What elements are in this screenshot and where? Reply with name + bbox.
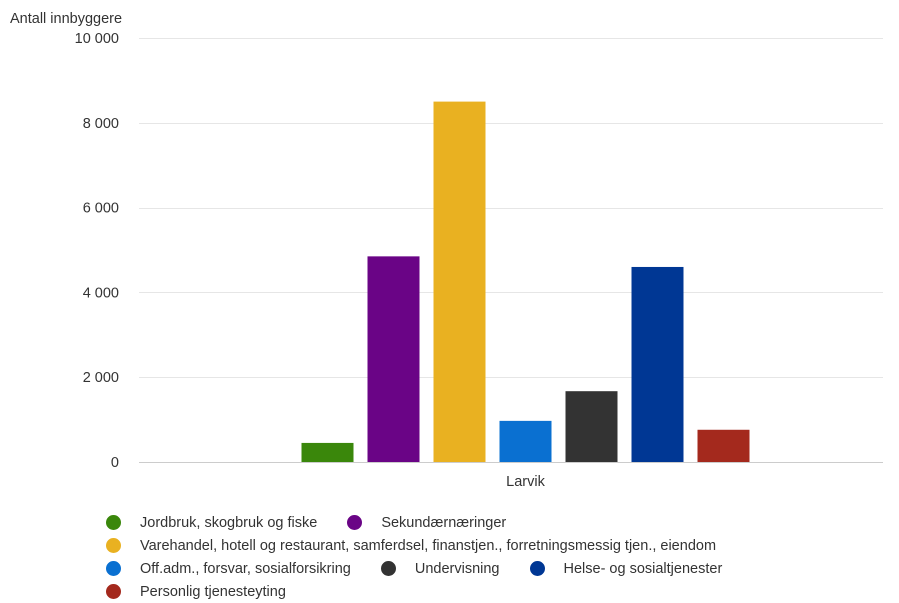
bar[interactable] bbox=[499, 420, 552, 462]
legend-label: Helse- og sosialtjenester bbox=[563, 560, 723, 577]
legend-marker-icon bbox=[380, 561, 396, 576]
legend-row: Varehandel, hotell og restaurant, samfer… bbox=[106, 534, 886, 557]
y-tick-label: 8 000 bbox=[83, 116, 119, 132]
legend-item[interactable]: Off.adm., forsvar, sosialforsikring bbox=[106, 561, 351, 577]
legend-item[interactable]: Undervisning bbox=[380, 560, 500, 577]
legend-marker-icon bbox=[106, 538, 121, 553]
legend-label: Personlig tjenesteyting bbox=[140, 583, 286, 600]
legend: Jordbruk, skogbruk og fiske Sekundærnærin… bbox=[106, 511, 886, 603]
bar[interactable] bbox=[697, 429, 750, 462]
legend-item[interactable]: Varehandel, hotell og restaurant, samfer… bbox=[106, 538, 716, 554]
legend-row: Jordbruk, skogbruk og fiske Sekundærnærin… bbox=[106, 511, 886, 534]
y-axis-ticks: 0 2 000 4 000 6 000 8 000 10 000 bbox=[75, 31, 119, 471]
y-tick-label: 6 000 bbox=[83, 201, 119, 217]
legend-marker-icon bbox=[347, 515, 363, 530]
y-tick-label: 0 bbox=[111, 455, 119, 471]
bar[interactable] bbox=[301, 442, 354, 462]
legend-label: Varehandel, hotell og restaurant, samfer… bbox=[140, 537, 717, 554]
y-tick-label: 4 000 bbox=[83, 285, 119, 301]
legend-label: Sekundærnæringer bbox=[381, 514, 507, 531]
bars bbox=[301, 101, 750, 462]
legend-label: Off.adm., forsvar, sosialforsikring bbox=[140, 560, 351, 577]
y-axis-label: Antall innbyggere bbox=[10, 11, 122, 27]
legend-marker-icon bbox=[529, 561, 545, 576]
legend-item[interactable]: Helse- og sosialtjenester bbox=[529, 560, 723, 577]
x-axis: Larvik bbox=[139, 462, 883, 490]
x-tick-label: Larvik bbox=[506, 474, 545, 490]
legend-item[interactable]: Jordbruk, skogbruk og fiske bbox=[106, 515, 317, 531]
legend-marker-icon bbox=[106, 561, 121, 576]
legend-row: Personlig tjenesteyting bbox=[106, 580, 886, 603]
legend-label: Jordbruk, skogbruk og fiske bbox=[140, 514, 318, 531]
legend-marker-icon bbox=[106, 515, 121, 530]
bar[interactable] bbox=[631, 266, 684, 462]
bar[interactable] bbox=[367, 256, 420, 462]
bar-chart: Antall innbyggere 0 2 000 4 000 6 000 8 000 1… bbox=[10, 11, 883, 490]
y-tick-label: 2 000 bbox=[83, 370, 119, 386]
legend-row: Off.adm., forsvar, sosialforsikring Under… bbox=[106, 557, 886, 580]
bar[interactable] bbox=[565, 391, 618, 462]
bar[interactable] bbox=[433, 101, 486, 462]
legend-label: Undervisning bbox=[414, 560, 500, 577]
legend-marker-icon bbox=[106, 584, 121, 599]
y-tick-label: 10 000 bbox=[75, 31, 119, 47]
legend-item[interactable]: Sekundærnæringer bbox=[347, 515, 506, 531]
legend-item[interactable]: Personlig tjenesteyting bbox=[106, 584, 286, 600]
grid-lines bbox=[139, 38, 883, 378]
